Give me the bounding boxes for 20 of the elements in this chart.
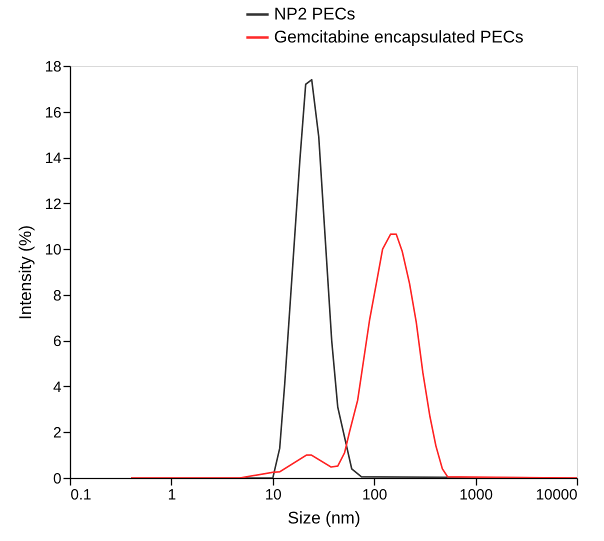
y-tick-label: 16 (44, 104, 62, 122)
x-tick-label: 10 (264, 486, 282, 504)
x-axis-title: Size (nm) (288, 508, 360, 528)
y-tick-label: 14 (44, 150, 62, 168)
x-tick-label: 0.1 (70, 486, 92, 504)
legend-label: NP2 PECs (274, 4, 356, 24)
y-tick-label: 8 (53, 287, 62, 304)
y-tick-label: 2 (53, 424, 62, 442)
y-tick-label: 6 (53, 333, 62, 350)
x-tick-label: 10000 (536, 486, 578, 504)
y-axis-title: Intensity (%) (16, 225, 35, 320)
x-tick-label: 1000 (459, 486, 493, 504)
y-tick-label: 12 (44, 196, 62, 213)
y-tick-label: 10 (44, 242, 62, 259)
x-tick-label: 100 (362, 486, 388, 504)
y-tick-label: 18 (44, 58, 62, 76)
y-tick-label: 0 (53, 470, 62, 488)
y-tick-label: 4 (53, 378, 62, 396)
x-tick-label: 1 (168, 486, 176, 504)
legend-label: Gemcitabine encapsulated PECs (274, 28, 524, 46)
